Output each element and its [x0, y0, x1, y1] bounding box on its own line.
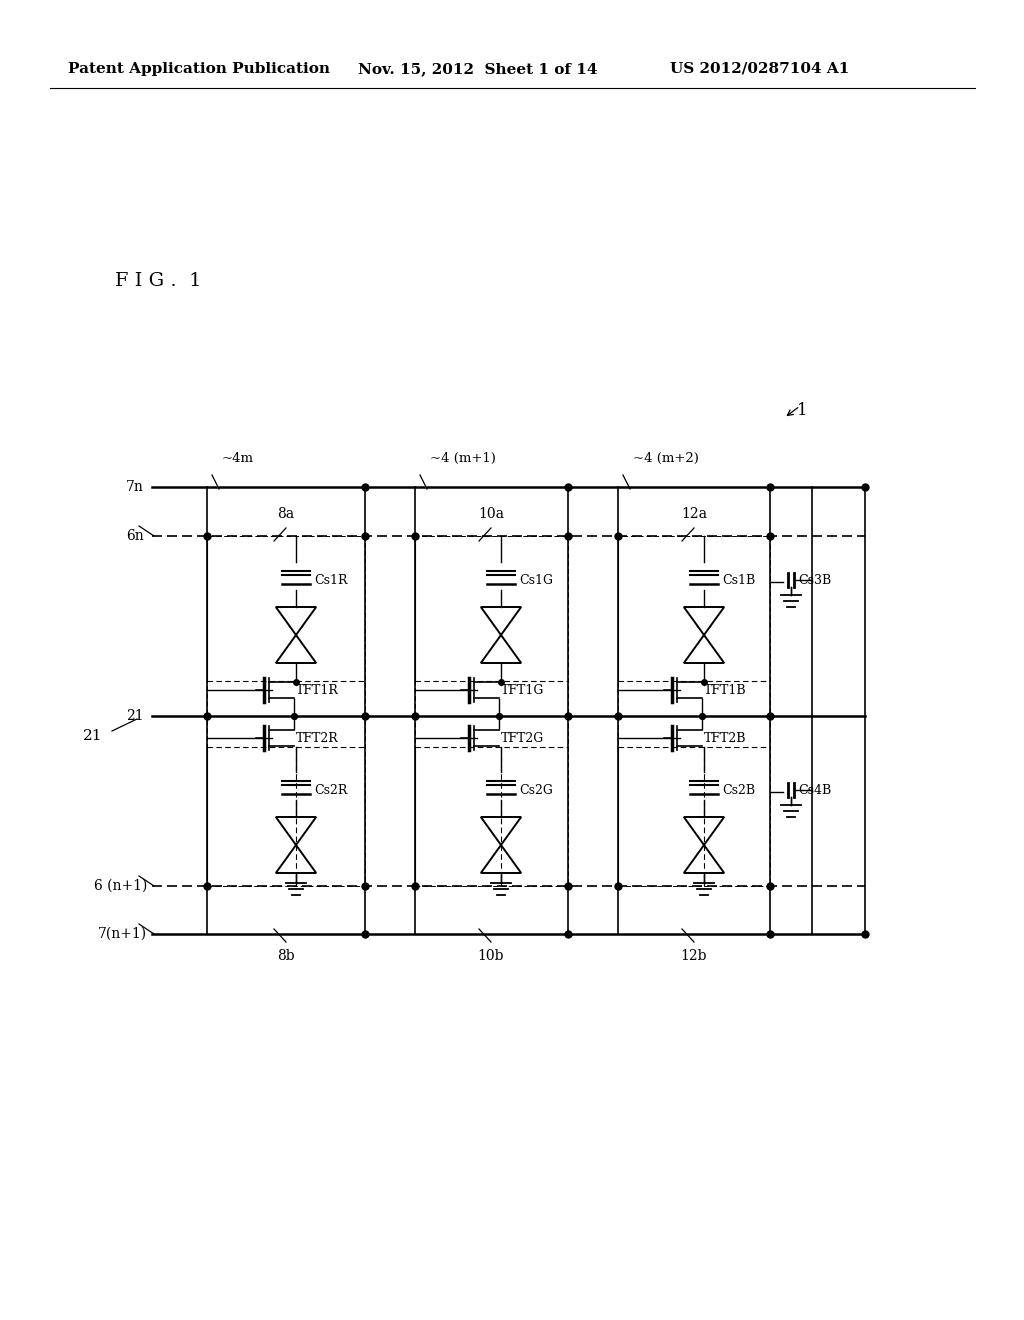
Bar: [618, 536, 770, 715]
Text: TFT2R: TFT2R: [296, 731, 339, 744]
Text: Cs2R: Cs2R: [314, 784, 347, 796]
Text: Cs4B: Cs4B: [798, 784, 831, 796]
Bar: [415, 715, 568, 886]
Text: Nov. 15, 2012  Sheet 1 of 14: Nov. 15, 2012 Sheet 1 of 14: [358, 62, 597, 77]
Text: Cs3B: Cs3B: [798, 573, 831, 586]
Text: 1: 1: [797, 403, 808, 418]
Text: 6 (n+1): 6 (n+1): [93, 879, 147, 894]
Bar: [207, 536, 365, 715]
Text: F I G .  1: F I G . 1: [115, 272, 202, 290]
Text: Cs1R: Cs1R: [314, 573, 347, 586]
Text: Cs1G: Cs1G: [519, 573, 553, 586]
Text: 7n: 7n: [126, 480, 144, 494]
Text: 12a: 12a: [681, 507, 707, 521]
Text: Cs2G: Cs2G: [519, 784, 553, 796]
Text: Cs2B: Cs2B: [722, 784, 755, 796]
Bar: [415, 536, 568, 715]
Text: ~4 (m+2): ~4 (m+2): [633, 451, 698, 465]
Text: 21: 21: [126, 709, 144, 723]
Text: 10b: 10b: [478, 949, 504, 964]
Text: TFT1R: TFT1R: [296, 684, 339, 697]
Text: Patent Application Publication: Patent Application Publication: [68, 62, 330, 77]
Text: US 2012/0287104 A1: US 2012/0287104 A1: [670, 62, 849, 77]
Text: 12b: 12b: [681, 949, 708, 964]
Text: 10a: 10a: [478, 507, 504, 521]
Text: TFT2B: TFT2B: [705, 731, 746, 744]
Bar: [207, 715, 365, 886]
Text: 6n: 6n: [126, 529, 144, 543]
Text: 7(n+1): 7(n+1): [98, 927, 147, 941]
Text: 8a: 8a: [278, 507, 295, 521]
Bar: [618, 715, 770, 886]
Text: ~4m: ~4m: [222, 451, 254, 465]
Text: ~4 (m+1): ~4 (m+1): [430, 451, 496, 465]
Text: TFT2G: TFT2G: [501, 731, 544, 744]
Text: TFT1G: TFT1G: [501, 684, 545, 697]
Text: 21: 21: [83, 729, 102, 743]
Text: 8b: 8b: [278, 949, 295, 964]
Text: Cs1B: Cs1B: [722, 573, 756, 586]
Text: TFT1B: TFT1B: [705, 684, 746, 697]
